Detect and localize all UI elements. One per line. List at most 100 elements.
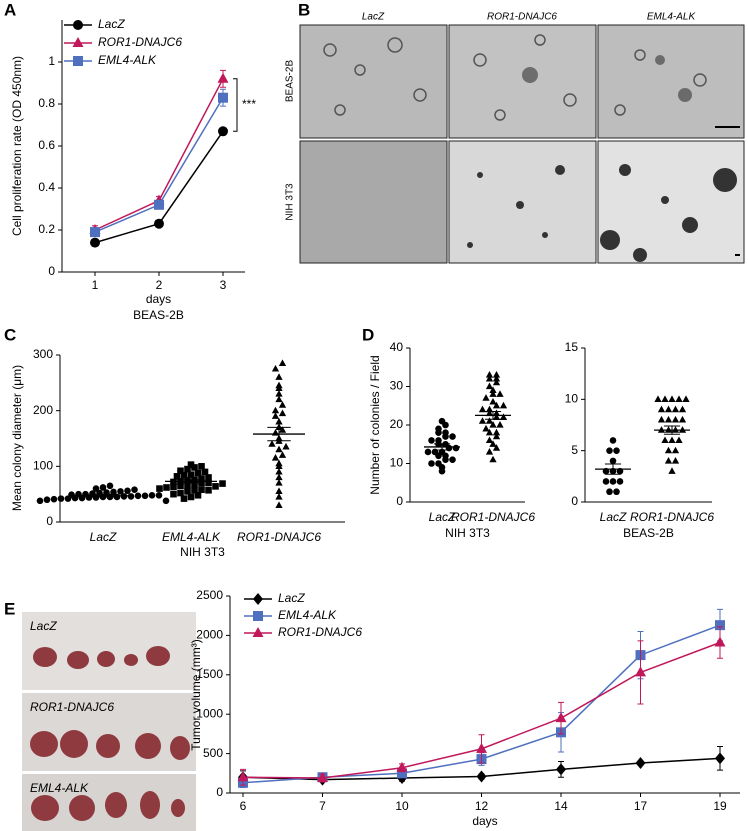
marker bbox=[671, 405, 680, 413]
marker bbox=[449, 433, 456, 440]
marker bbox=[668, 436, 676, 444]
y-tick-label: 0 bbox=[571, 494, 578, 508]
marker bbox=[198, 463, 205, 470]
marker bbox=[106, 482, 114, 490]
sem-bar bbox=[484, 411, 502, 420]
y-tick-label: 10 bbox=[565, 392, 579, 406]
column-label: ROR1-DNAJC6 bbox=[487, 12, 557, 23]
subtitle: BEAS-2B bbox=[133, 308, 184, 322]
marker bbox=[64, 495, 72, 502]
x-tick-label: ROR1-DNAJC6 bbox=[451, 510, 535, 524]
panel-label: B bbox=[298, 0, 310, 19]
marker bbox=[476, 770, 487, 783]
y-axis-label: Tumor volume (mm³) bbox=[189, 639, 203, 751]
y-tick-label: 5 bbox=[571, 443, 578, 457]
y-tick-label: 1000 bbox=[196, 706, 223, 720]
marker bbox=[218, 92, 228, 103]
marker bbox=[556, 763, 566, 776]
marker bbox=[71, 494, 79, 502]
marker bbox=[275, 373, 283, 380]
y-tick-label: 2500 bbox=[196, 588, 223, 602]
marker bbox=[478, 417, 487, 424]
x-tick-label: LacZ bbox=[90, 530, 117, 544]
marker bbox=[485, 405, 494, 413]
marker bbox=[253, 593, 263, 605]
colonies bbox=[467, 55, 737, 262]
marker bbox=[485, 374, 494, 382]
legend-label: EML4-ALK bbox=[98, 53, 157, 67]
marker bbox=[664, 446, 673, 454]
marker bbox=[664, 405, 673, 413]
marker bbox=[194, 491, 202, 499]
marker bbox=[442, 433, 449, 440]
marker bbox=[606, 488, 613, 496]
marker bbox=[141, 492, 149, 500]
marker bbox=[489, 455, 497, 463]
marker bbox=[275, 390, 283, 397]
panel-label: A bbox=[4, 0, 16, 19]
sem-bar bbox=[433, 443, 451, 451]
photo bbox=[597, 140, 745, 264]
marker bbox=[282, 442, 290, 450]
marker bbox=[492, 409, 501, 417]
marker bbox=[668, 395, 676, 402]
x-axis-label: NIH 3T3 bbox=[180, 545, 225, 559]
y-tick-label: 0 bbox=[396, 494, 403, 508]
sem-bar bbox=[663, 425, 681, 435]
marker bbox=[671, 446, 680, 454]
marker bbox=[668, 467, 676, 474]
marker bbox=[90, 237, 100, 248]
marker bbox=[194, 469, 202, 477]
series-line bbox=[94, 97, 224, 233]
marker bbox=[635, 757, 646, 770]
marker bbox=[435, 452, 442, 460]
marker bbox=[492, 374, 501, 382]
y-tick-label: 40 bbox=[390, 340, 404, 354]
marker bbox=[485, 382, 494, 390]
marker bbox=[275, 492, 283, 500]
marker bbox=[715, 752, 725, 765]
marker bbox=[664, 426, 673, 433]
marker bbox=[99, 484, 107, 491]
marker bbox=[278, 359, 287, 366]
marker bbox=[428, 460, 435, 467]
marker bbox=[127, 493, 135, 500]
row-label: NIH 3T3 bbox=[285, 183, 296, 221]
photo bbox=[448, 24, 597, 139]
marker bbox=[275, 384, 283, 392]
marker bbox=[657, 405, 666, 413]
y-axis-label: Mean colony diameter (μm) bbox=[10, 365, 24, 511]
column-label: LacZ bbox=[362, 12, 385, 23]
y-tick-label: 0 bbox=[48, 264, 55, 278]
marker bbox=[110, 488, 117, 496]
x-tick-label: 3 bbox=[220, 278, 227, 292]
y-tick-label: 2000 bbox=[196, 628, 223, 642]
photo-label: ROR1-DNAJC6 bbox=[30, 700, 114, 714]
column-label: EML4-ALK bbox=[647, 12, 697, 23]
x-axis-label: NIH 3T3 bbox=[445, 526, 490, 540]
marker bbox=[154, 199, 164, 210]
y-tick-label: 0 bbox=[216, 785, 223, 799]
marker bbox=[657, 426, 666, 433]
significance-bracket bbox=[233, 78, 238, 132]
marker bbox=[275, 462, 283, 469]
marker bbox=[397, 768, 407, 779]
marker bbox=[278, 426, 287, 433]
marker bbox=[191, 464, 198, 471]
y-tick-label: 15 bbox=[565, 340, 579, 354]
sem-bar bbox=[179, 479, 203, 484]
marker bbox=[602, 478, 610, 485]
y-tick-label: 500 bbox=[203, 746, 223, 760]
y-tick-label: 100 bbox=[33, 459, 53, 473]
marker bbox=[191, 480, 198, 488]
x-tick-label: 12 bbox=[475, 799, 489, 813]
marker bbox=[678, 415, 687, 423]
marker bbox=[492, 401, 501, 409]
legend-label: LacZ bbox=[98, 17, 125, 31]
panel-label: C bbox=[4, 325, 16, 344]
marker bbox=[664, 456, 673, 464]
marker bbox=[396, 761, 408, 772]
x-tick-label: 14 bbox=[554, 799, 568, 813]
marker bbox=[435, 429, 442, 437]
marker bbox=[268, 440, 276, 447]
